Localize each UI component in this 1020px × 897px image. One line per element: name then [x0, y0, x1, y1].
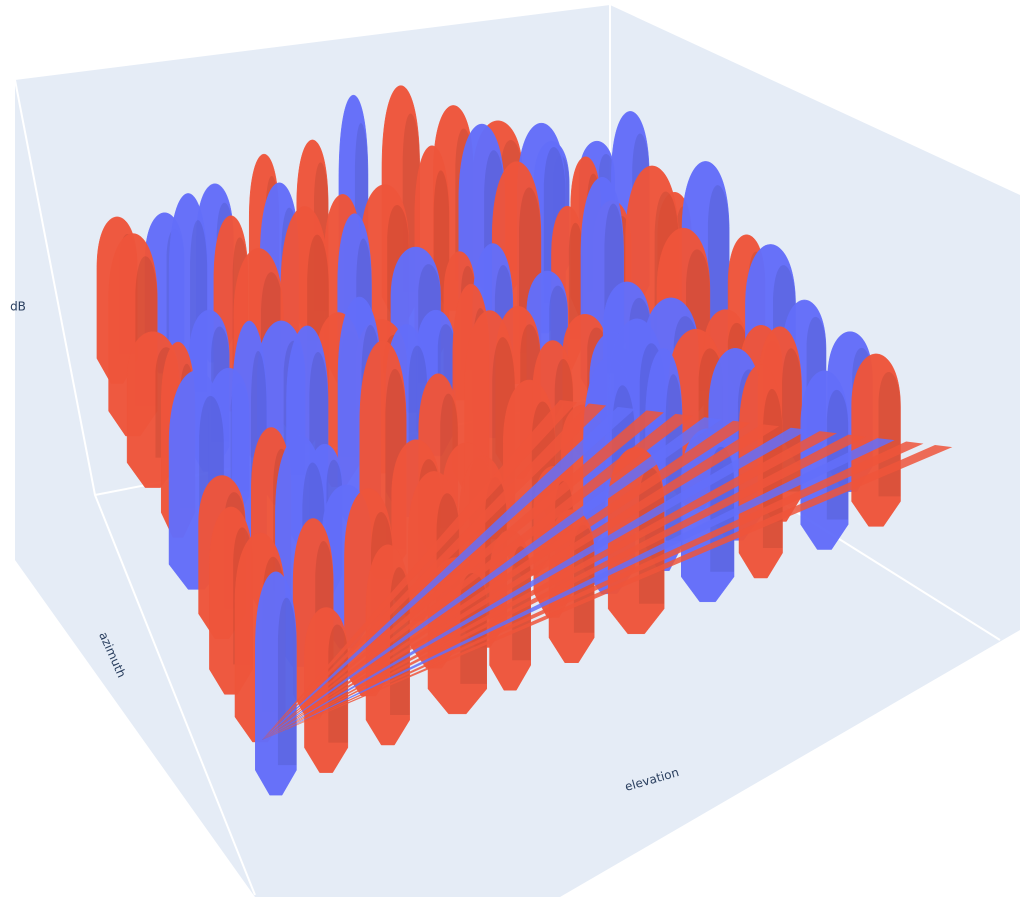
surface-shade — [878, 372, 900, 496]
surface-shade — [278, 598, 297, 765]
z-axis-title: dB — [10, 300, 26, 314]
chart: dB azimuth elevation — [0, 0, 1020, 897]
